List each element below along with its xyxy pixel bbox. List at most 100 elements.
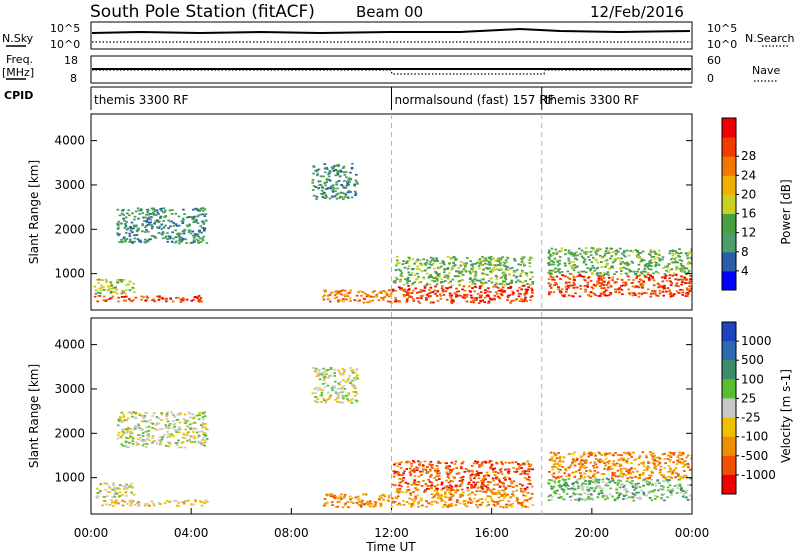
scatter-cell [595,485,598,488]
scatter-cell [555,251,558,254]
scatter-cell [131,436,134,439]
scatter-cell [417,502,420,505]
scatter-cell [324,171,327,174]
scatter-cell [382,298,385,301]
scatter-cell [612,259,616,262]
scatter-cell [521,281,525,284]
scatter-cell [684,460,687,463]
scatter-cell [645,494,648,497]
scatter-cell [346,398,349,400]
scatter-cell [669,469,673,471]
scatter-cell [680,458,684,461]
scatter-cell [591,272,594,274]
scatter-cell [629,270,633,272]
scatter-cell [490,277,494,280]
scatter-cell [614,252,618,255]
scatter-cell [185,242,188,244]
scatter-cell [332,496,335,498]
scatter-cell [641,272,644,275]
scatter-cell [147,209,150,212]
scatter-cell [334,174,337,177]
scatter-cell [649,254,652,256]
scatter-cell [322,298,326,301]
scatter-cell [165,413,169,415]
scatter-cell [510,281,514,284]
scatter-cell [498,257,502,260]
scatter-cell [593,489,596,492]
scatter-cell [137,443,140,446]
scatter-cell [186,432,189,434]
scatter-cell [654,290,657,292]
scatter-cell [584,458,588,461]
scatter-cell [588,498,592,501]
scatter-cell [314,367,318,370]
scatter-cell [471,299,475,302]
scatter-cell [623,451,626,454]
scatter-cell [156,226,159,229]
scatter-cell [145,216,148,219]
scatter-cell [457,281,461,283]
scatter-cell [132,224,136,227]
scatter-cell [113,487,116,489]
scatter-cell [171,209,174,211]
scatter-cell [504,274,507,276]
scatter-cell [614,291,617,293]
scatter-cell [530,295,534,298]
scatter-cell [455,290,459,293]
scatter-cell [331,504,334,506]
scatter-cell [651,462,654,464]
scatter-cell [112,287,115,289]
scatter-cell [427,487,431,490]
scatter-cell [338,392,341,395]
scatter-cell [553,279,556,281]
scatter-cell [398,474,402,476]
scatter-cell [198,500,202,502]
scatter-cell [628,454,632,456]
scatter-cell [405,468,409,470]
scatter-cell [431,496,434,499]
scatter-cell [184,428,187,431]
scatter-cell [587,251,591,254]
scatter-cell [122,217,125,220]
scatter-cell [627,254,631,257]
scatter-cell [109,291,113,294]
scatter-cell [154,427,157,430]
scatter-cell [425,500,428,502]
scatter-cell [358,299,361,302]
scatter-cell [333,372,336,374]
scatter-cell [597,458,600,461]
scatter-cell [558,486,562,489]
scatter-cell [138,504,141,506]
scatter-cell [333,187,336,190]
scatter-cell [624,487,627,490]
scatter-cell [558,463,562,466]
scatter-cell [688,260,691,263]
scatter-cell [435,487,438,490]
scatter-cell [320,401,323,403]
scatter-cell [475,490,479,493]
scatter-cell [202,229,206,232]
scatter-cell [520,467,523,469]
scatter-cell [204,219,208,222]
scatter-cell [409,473,413,475]
scatter-cell [194,499,197,502]
scatter-cell [402,477,405,479]
scatter-cell [674,467,678,470]
scatter-cell [397,268,401,271]
scatter-cell [453,292,456,294]
scatter-cell [598,487,602,489]
scatter-cell [556,261,559,263]
scatter-cell [628,496,631,499]
scatter-cell [487,280,491,282]
scatter-cell [493,284,497,286]
scatter-cell [468,270,471,273]
scatter-cell [679,485,682,487]
scatter-cell [593,461,597,464]
scatter-cell [201,411,204,414]
scatter-cell [605,247,608,250]
scatter-cell [113,291,117,293]
scatter-cell [129,432,133,435]
scatter-cell [495,500,498,503]
scatter-cell [480,283,484,286]
scatter-cell [484,257,487,260]
